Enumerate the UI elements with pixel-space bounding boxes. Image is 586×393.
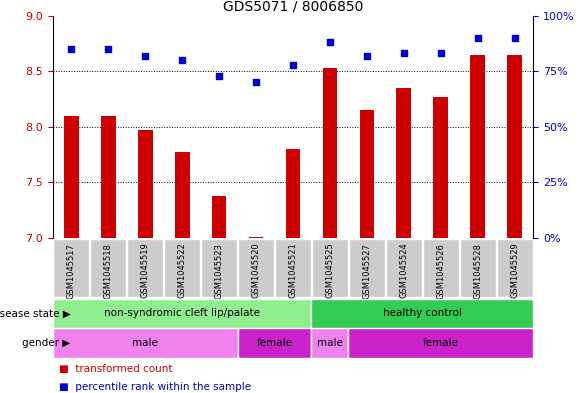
- Bar: [275, 239, 311, 298]
- Text: GSM1045518: GSM1045518: [104, 242, 113, 299]
- Point: [251, 79, 261, 86]
- Bar: [127, 239, 163, 298]
- Bar: [349, 239, 384, 298]
- Point: [362, 53, 372, 59]
- Bar: [90, 239, 126, 298]
- Point: [67, 46, 76, 52]
- Point: [178, 57, 187, 63]
- Point: [288, 61, 298, 68]
- Text: male: male: [317, 338, 343, 348]
- Text: GSM1045528: GSM1045528: [473, 242, 482, 299]
- Text: healthy control: healthy control: [383, 309, 462, 318]
- Text: gender ▶: gender ▶: [22, 338, 70, 348]
- Bar: [312, 328, 349, 358]
- Bar: [285, 149, 301, 238]
- Text: GSM1045527: GSM1045527: [362, 242, 372, 299]
- Bar: [322, 68, 338, 238]
- Point: [214, 73, 224, 79]
- Point: [141, 53, 150, 59]
- Bar: [212, 196, 226, 238]
- Bar: [312, 239, 347, 298]
- Bar: [64, 116, 79, 238]
- Point: [104, 46, 113, 52]
- Text: GSM1045519: GSM1045519: [141, 242, 149, 298]
- Text: disease state ▶: disease state ▶: [0, 309, 70, 318]
- Bar: [53, 328, 237, 358]
- Text: GSM1045523: GSM1045523: [214, 242, 224, 299]
- Bar: [497, 239, 533, 298]
- Text: male: male: [132, 338, 158, 348]
- Bar: [360, 110, 374, 238]
- Text: GSM1045520: GSM1045520: [251, 242, 261, 298]
- Bar: [507, 55, 522, 238]
- Bar: [434, 97, 448, 238]
- Point: [510, 35, 519, 41]
- Bar: [239, 239, 274, 298]
- Text: GSM1045517: GSM1045517: [67, 242, 76, 299]
- Text: ■  transformed count: ■ transformed count: [59, 364, 172, 375]
- Text: female: female: [257, 338, 292, 348]
- Bar: [101, 116, 115, 238]
- Text: GSM1045525: GSM1045525: [325, 242, 335, 298]
- Bar: [53, 239, 89, 298]
- Text: GSM1045521: GSM1045521: [288, 242, 298, 298]
- Text: GSM1045524: GSM1045524: [400, 242, 408, 298]
- Bar: [175, 152, 189, 238]
- Text: female: female: [423, 338, 459, 348]
- Bar: [248, 237, 264, 238]
- Point: [399, 50, 408, 57]
- Bar: [386, 239, 422, 298]
- Text: ■  percentile rank within the sample: ■ percentile rank within the sample: [59, 382, 251, 392]
- Bar: [164, 239, 200, 298]
- Bar: [349, 328, 533, 358]
- Bar: [460, 239, 496, 298]
- Bar: [423, 239, 459, 298]
- Text: GSM1045526: GSM1045526: [437, 242, 445, 299]
- Text: non-syndromic cleft lip/palate: non-syndromic cleft lip/palate: [104, 309, 260, 318]
- Bar: [471, 55, 485, 238]
- Bar: [53, 299, 312, 328]
- Point: [473, 35, 482, 41]
- Bar: [237, 328, 312, 358]
- Point: [325, 39, 335, 46]
- Bar: [397, 88, 411, 238]
- Bar: [202, 239, 237, 298]
- Title: GDS5071 / 8006850: GDS5071 / 8006850: [223, 0, 363, 13]
- Bar: [138, 130, 152, 238]
- Bar: [312, 299, 533, 328]
- Text: GSM1045529: GSM1045529: [510, 242, 519, 298]
- Text: GSM1045522: GSM1045522: [178, 242, 186, 298]
- Point: [436, 50, 445, 57]
